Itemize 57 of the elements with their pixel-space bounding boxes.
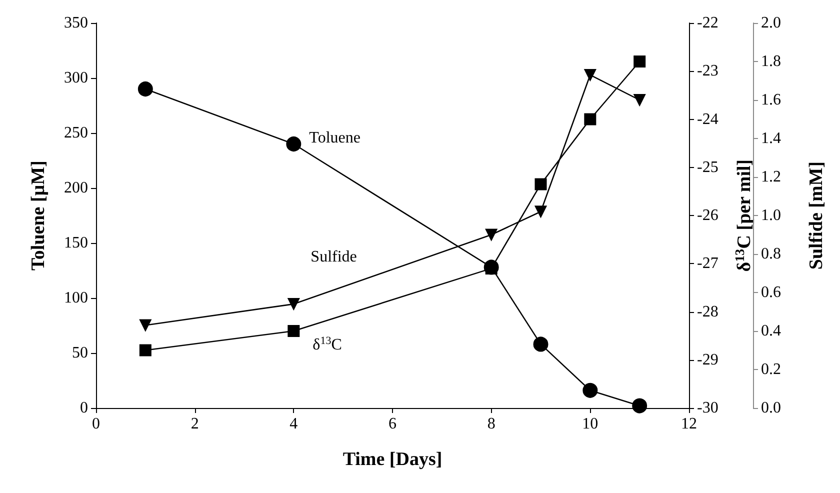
point [288,325,300,337]
y-tick-label: 0 [80,400,88,416]
point [584,113,596,126]
y-tick-label: 150 [64,234,88,252]
y-tick-label: 350 [64,14,88,32]
y3-tick-label: 1.4 [761,130,781,147]
y3-tick-label: 0.6 [761,284,781,301]
x-tick-label: 12 [681,416,697,432]
x-tick-label: 6 [388,416,396,432]
y-tick-label: 250 [64,124,88,142]
x-tick-label: 8 [487,416,496,432]
y2-tick-label: -30 [697,400,718,416]
y3-tick-label: 0.2 [761,361,781,378]
y-axis-title: Toluene [µM] [28,160,49,270]
x-tick-label: 10 [582,416,598,432]
point [138,82,153,96]
y2-tick-label: -28 [697,303,718,320]
point [582,382,598,398]
point [634,94,646,106]
point [534,178,547,190]
point [533,336,548,352]
point [286,136,302,152]
point [288,298,300,310]
y2-axis-title: δ13C [per mil] [732,159,755,272]
point [139,319,152,332]
x-tick-label: 4 [290,416,298,432]
y-tick-label: 100 [64,290,88,306]
y2-tick-label: -27 [697,255,718,272]
y3-tick-label: 1.6 [761,92,781,108]
point [584,68,596,81]
y3-tick-label: 1.8 [761,53,781,70]
y2-tick-label: -25 [697,158,718,176]
y3-tick-label: 0.0 [761,400,781,416]
y2-tick-label: -24 [697,110,718,128]
point [485,228,498,241]
point [632,398,648,414]
x-tick-label: 2 [190,416,199,432]
y3-tick-label: 1.0 [761,207,781,224]
y2-tick-label: -26 [697,207,718,224]
y2-tick-label: -22 [697,14,718,32]
y3-tick-label: 2.0 [761,14,781,32]
x-axis-title: Time [Days] [342,449,442,470]
point [634,56,646,68]
y3-tick-label: 0.8 [761,246,781,262]
y2-tick-label: -23 [697,62,718,80]
y-tick-label: 300 [64,70,88,86]
point [139,344,152,356]
series-label: Toluene [309,130,360,146]
y3-tick-label: 0.4 [761,322,781,340]
x-tick-label: 0 [92,416,100,432]
y3-tick-label: 1.2 [761,168,781,186]
series-label: Sulfide [310,248,357,266]
y-tick-label: 50 [72,344,88,362]
y-tick-label: 200 [64,180,88,196]
y2-tick-label: -29 [697,351,718,368]
y3-axis-title: Sulfide [mM] [806,161,827,270]
point [534,206,547,218]
